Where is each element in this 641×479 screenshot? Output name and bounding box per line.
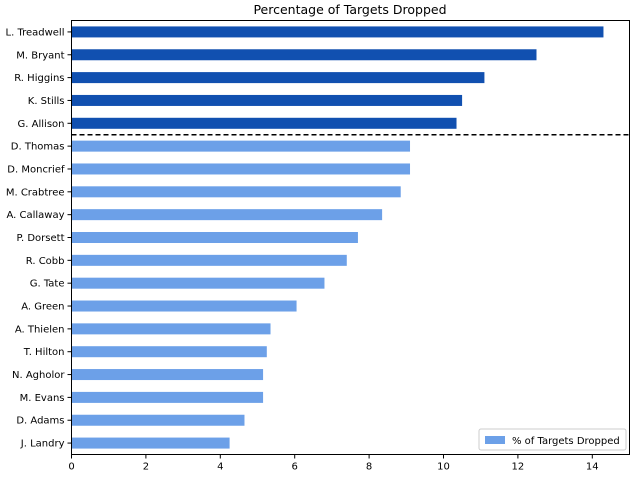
- bar: [71, 391, 264, 403]
- y-tick-label: G. Allison: [18, 119, 65, 130]
- x-tick-label: 2: [143, 462, 149, 473]
- bar: [71, 72, 485, 84]
- legend: % of Targets Dropped: [478, 428, 627, 451]
- bar: [71, 186, 401, 198]
- bar: [71, 346, 267, 358]
- x-tick-label: 8: [366, 462, 372, 473]
- y-tick-label: N. Agholor: [12, 370, 65, 381]
- y-tick-label: G. Tate: [30, 279, 65, 290]
- y-tick-label: A. Callaway: [6, 210, 64, 221]
- bar: [71, 94, 463, 106]
- plot-frame: [71, 20, 630, 455]
- y-tick-label: L. Treadwell: [6, 27, 65, 38]
- y-tick-label: D. Adams: [16, 416, 64, 427]
- y-tick-labels: L. Treadwell M. Bryant R. Higgins K. Stills…: [6, 27, 72, 450]
- x-tick-label: 6: [292, 462, 298, 473]
- bar: [71, 369, 264, 381]
- legend-label: % of Targets Dropped: [512, 436, 620, 447]
- bar: [71, 26, 604, 38]
- y-tick-label: T. Hilton: [23, 347, 65, 358]
- y-tick-label: M. Crabtree: [6, 187, 65, 198]
- bar: [71, 163, 411, 175]
- bar: [71, 140, 411, 152]
- y-tick-label: K. Stills: [28, 96, 65, 107]
- bar: [71, 117, 457, 129]
- bar: [71, 209, 383, 221]
- y-tick-label: J. Landry: [20, 439, 65, 450]
- bar: [71, 437, 230, 449]
- x-tick-label: 14: [586, 462, 599, 473]
- bar: [71, 254, 347, 266]
- bar: [71, 49, 537, 61]
- y-tick-label: D. Moncrief: [7, 164, 65, 175]
- bars-group: [71, 26, 604, 449]
- y-tick-label: A. Green: [21, 302, 64, 313]
- x-tick-label: 10: [437, 462, 450, 473]
- x-ticks: 0 2 4 6 8 10 12 14: [68, 454, 599, 473]
- x-tick-label: 12: [512, 462, 525, 473]
- bar: [71, 323, 271, 335]
- y-tick-label: M. Bryant: [16, 50, 64, 61]
- y-tick-label: P. Dorsett: [17, 233, 65, 244]
- y-tick-label: R. Cobb: [26, 256, 65, 267]
- x-tick-label: 0: [68, 462, 74, 473]
- bar: [71, 277, 325, 289]
- bar: [71, 300, 297, 312]
- legend-box: [478, 428, 627, 451]
- x-tick-label: 4: [217, 462, 223, 473]
- y-tick-label: A. Thielen: [15, 324, 65, 335]
- chart-title: Percentage of Targets Dropped: [253, 2, 446, 17]
- y-tick-label: R. Higgins: [14, 73, 64, 84]
- y-tick-label: M. Evans: [20, 393, 65, 404]
- legend-swatch: [485, 436, 505, 444]
- bar: [71, 232, 358, 243]
- y-tick-label: D. Thomas: [11, 142, 65, 153]
- bar: [71, 414, 245, 426]
